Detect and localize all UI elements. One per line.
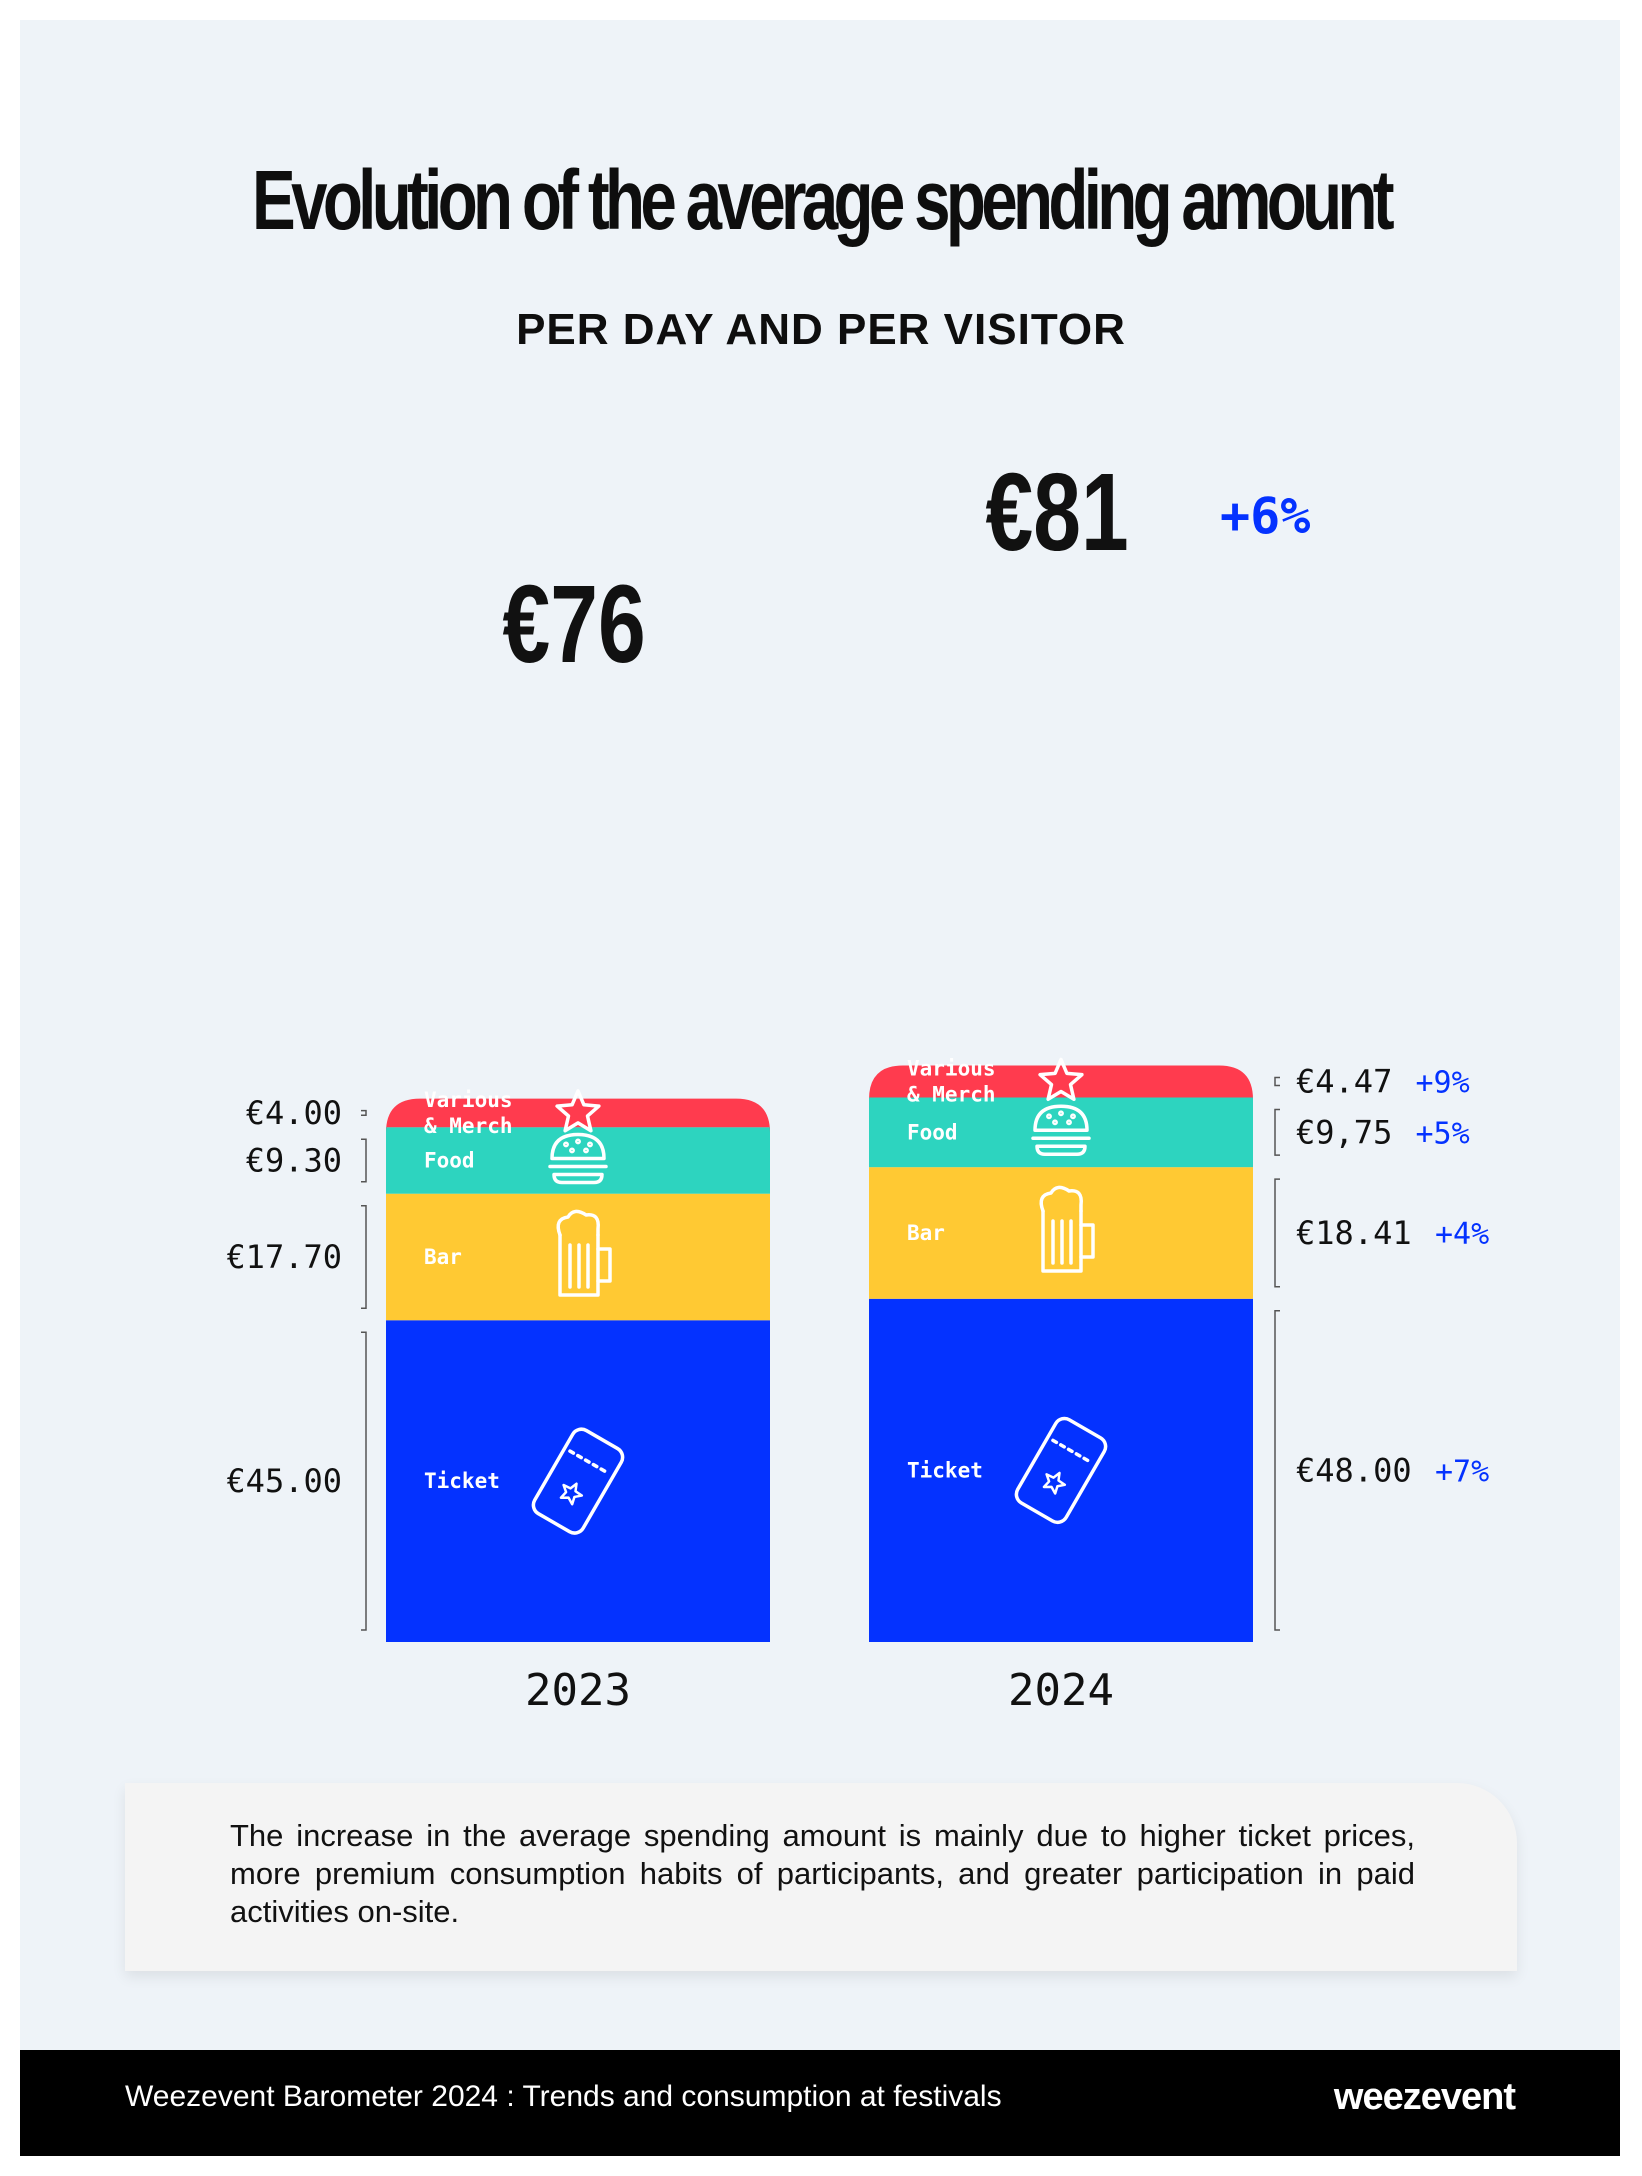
bracket <box>1274 1310 1280 1631</box>
value-label: €45.00 <box>226 1462 342 1500</box>
bar-segment-ticket-2023 <box>386 1320 770 1642</box>
bracket <box>361 1331 367 1631</box>
segment-label: Food <box>424 1148 475 1172</box>
segment-label: Bar <box>424 1245 462 1269</box>
segment-label: Various <box>907 1056 996 1080</box>
total-label: €81 <box>986 451 1129 574</box>
segment-label: Ticket <box>424 1469 500 1493</box>
bar-segment-various-2023 <box>386 1098 770 1133</box>
value-label: €18.41 <box>1296 1214 1412 1252</box>
value-label: €17.70 <box>226 1238 342 1276</box>
note-box: The increase in the average spending amo… <box>125 1783 1517 1971</box>
chart-subtitle: PER DAY AND PER VISITOR <box>516 305 1126 354</box>
burger-icon <box>548 1132 608 1185</box>
value-label: €9.30 <box>246 1141 342 1179</box>
ticket-icon <box>531 1427 625 1535</box>
bracket <box>1274 1076 1280 1087</box>
change-label: +5% <box>1416 1116 1470 1151</box>
bracket <box>361 1138 367 1183</box>
bracket <box>361 1204 367 1309</box>
year-label: 2024 <box>1008 1665 1114 1716</box>
segment-label: Ticket <box>907 1458 983 1482</box>
chart-title: Evolution of the average spending amount <box>252 153 1395 247</box>
value-label: €48.00 <box>1296 1451 1412 1489</box>
bar-segment-ticket-2024 <box>869 1298 1253 1642</box>
bracket <box>1274 1108 1280 1156</box>
total-label: €76 <box>503 563 646 686</box>
star-icon <box>555 1089 601 1133</box>
star-icon <box>1038 1057 1084 1102</box>
segment-label: Bar <box>907 1221 945 1245</box>
value-label: €4.47 <box>1296 1062 1392 1100</box>
bracket <box>1274 1178 1280 1288</box>
burger-icon <box>1031 1104 1091 1157</box>
change-label: +4% <box>1435 1217 1489 1252</box>
bracket <box>361 1109 367 1116</box>
total-change-label: +6% <box>1220 487 1310 545</box>
value-label: €4.00 <box>246 1094 342 1132</box>
weezevent-logo: weezevent <box>1333 2076 1516 2118</box>
beer-mug-icon <box>556 1209 612 1297</box>
ticket-icon <box>1014 1416 1108 1525</box>
segment-label: & Merch <box>907 1082 996 1106</box>
beer-mug-icon <box>1039 1185 1095 1273</box>
segment-label: & Merch <box>424 1114 513 1138</box>
note-text: The increase in the average spending amo… <box>230 1818 1415 1929</box>
change-label: +7% <box>1435 1454 1489 1489</box>
footer-text: Weezevent Barometer 2024 : Trends and co… <box>125 2080 1002 2113</box>
segment-label: Various <box>424 1088 513 1112</box>
segment-label: Food <box>907 1120 958 1144</box>
value-label: €9,75 <box>1296 1113 1392 1151</box>
bar-segment-various-2024 <box>869 1065 1253 1100</box>
year-label: 2023 <box>525 1665 631 1716</box>
change-label: +9% <box>1416 1065 1470 1100</box>
footer-bar: Weezevent Barometer 2024 : Trends and co… <box>20 2050 1620 2156</box>
